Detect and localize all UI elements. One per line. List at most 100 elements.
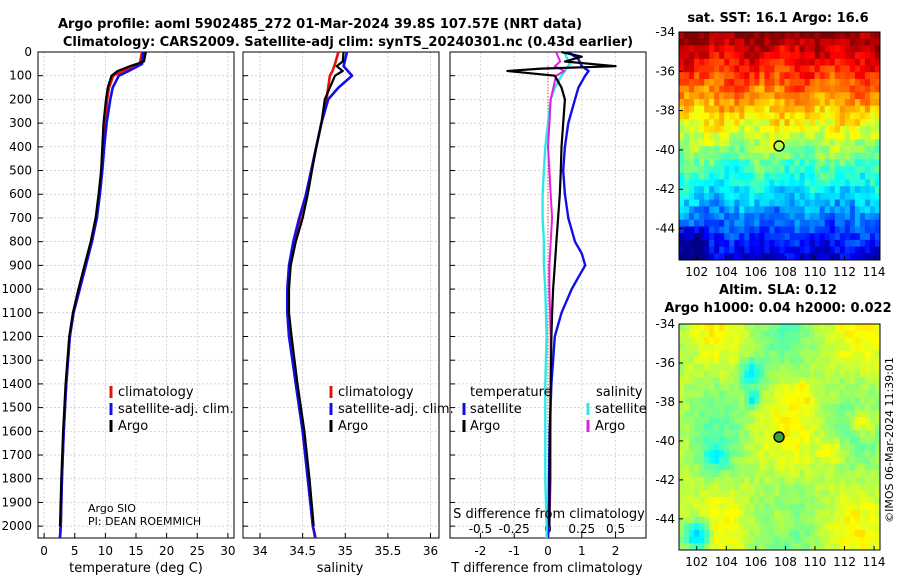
map-cell [709, 186, 715, 194]
map-cell [799, 503, 806, 511]
map-cell [869, 32, 876, 40]
map-cell [679, 213, 685, 221]
map-cell [739, 179, 745, 187]
map-cell [744, 397, 750, 405]
map-cell [874, 192, 881, 201]
map-cell [689, 233, 695, 241]
map-cell [734, 38, 740, 46]
map-cell [769, 357, 775, 365]
map-cell [784, 456, 790, 464]
map-cell [869, 206, 876, 214]
map-cell [844, 403, 851, 411]
map-cell [709, 430, 715, 438]
map-cell [769, 132, 775, 140]
lat-tick-label: -40 [655, 143, 675, 157]
map-cell [764, 159, 770, 167]
map-cell [849, 443, 856, 451]
map-cell [744, 456, 750, 464]
map-cell [714, 496, 720, 504]
map-cell [839, 350, 846, 358]
map-cell [794, 105, 801, 113]
map-cell [734, 99, 740, 107]
map-cell [844, 213, 851, 221]
map-cell [839, 78, 846, 87]
map-cell [729, 350, 735, 358]
map-cell [694, 430, 700, 438]
map-cell [739, 516, 745, 524]
map-cell [714, 377, 720, 385]
map-cell [719, 52, 725, 60]
map-cell [874, 430, 881, 438]
map-cell [834, 58, 841, 66]
map-cell [859, 65, 866, 73]
map-cell [719, 536, 725, 544]
map-cell [829, 45, 836, 53]
map-cell [694, 65, 700, 73]
map-cell [754, 343, 760, 351]
map-cell [774, 72, 780, 80]
map-cell [844, 496, 851, 504]
map-cell [769, 146, 775, 154]
map-cell [724, 543, 730, 551]
map-cell [839, 456, 846, 464]
map-cell [694, 119, 700, 127]
map-cell [734, 105, 740, 113]
map-cell [824, 206, 831, 214]
map-cell [699, 383, 705, 391]
map-cell [784, 159, 790, 167]
map-cell [749, 516, 755, 524]
map-cell [754, 463, 760, 471]
map-cell [854, 172, 861, 180]
map-cell [869, 199, 876, 207]
map-cell [814, 324, 821, 332]
map-cell [829, 159, 836, 167]
salinity-xlabel: salinity [317, 561, 364, 576]
map-cell [689, 186, 695, 194]
map-cell [764, 337, 770, 345]
map-frame [678, 31, 881, 261]
map-cell [819, 186, 826, 194]
map-cell [714, 239, 720, 247]
map-cell [824, 78, 831, 87]
map-cell [689, 463, 695, 471]
map-cell [709, 146, 715, 154]
map-cell [869, 370, 876, 378]
map-cell [854, 45, 861, 53]
map-cell [779, 105, 785, 113]
map-cell [854, 199, 861, 207]
map-cell [784, 496, 790, 504]
map-cell [684, 443, 690, 451]
map-cell [864, 199, 871, 207]
map-cell [784, 417, 790, 425]
map-cell [789, 456, 795, 464]
map-cell [799, 496, 806, 504]
map-cell [784, 403, 790, 411]
map-cell [799, 233, 806, 241]
map-cell [759, 213, 765, 221]
map-cell [754, 65, 760, 73]
x-tick-label: 0 [40, 544, 48, 558]
map-cell [754, 470, 760, 478]
map-cell [809, 159, 816, 167]
map-cell [734, 186, 740, 194]
map-cell [804, 159, 811, 167]
map-cell [814, 72, 821, 80]
plot-frame [37, 51, 235, 539]
map-cell [814, 516, 821, 524]
map-cell [799, 363, 806, 371]
map-cell [739, 423, 745, 431]
map-cell [844, 65, 851, 73]
map-cell [744, 233, 750, 241]
map-cell [864, 233, 871, 241]
map-cell [759, 324, 765, 332]
map-cell [699, 65, 705, 73]
map-cell [854, 543, 861, 551]
map-cell [699, 186, 705, 194]
map-cell [704, 146, 710, 154]
map-cell [844, 32, 851, 40]
map-cell [769, 226, 775, 234]
map-cell [874, 105, 881, 113]
map-cell [784, 430, 790, 438]
map-cell [864, 417, 871, 425]
map-cell [744, 58, 750, 66]
